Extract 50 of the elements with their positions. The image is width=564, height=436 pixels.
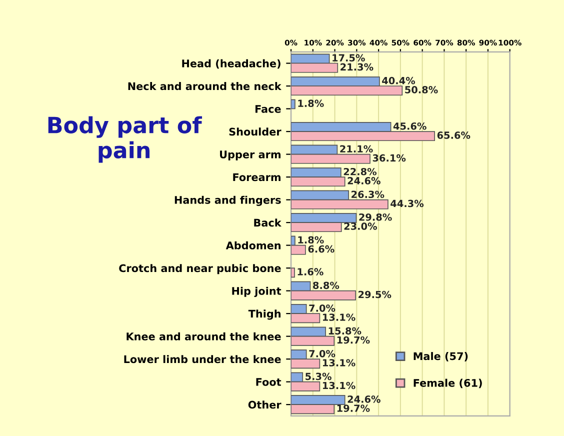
data-label: 1.8% — [298, 100, 324, 108]
y-tick-label: Thigh — [248, 310, 280, 320]
y-tick-label: Other — [248, 400, 282, 409]
data-label: 40.4% — [382, 76, 416, 84]
data-label: 15.8% — [328, 327, 362, 335]
data-label: 7.0% — [309, 350, 336, 358]
y-tick-label: Neck and around the neck — [128, 82, 282, 90]
data-label: 26.3% — [352, 190, 384, 198]
bar — [291, 268, 295, 278]
data-label: 44.3% — [390, 200, 424, 208]
data-label: 22.8% — [344, 168, 377, 176]
y-tick-label: Forearm — [233, 173, 280, 182]
data-label: 19.7% — [337, 336, 370, 344]
data-label: 50.8% — [405, 86, 438, 94]
data-label: 7.0% — [309, 304, 336, 312]
legend-label: Female (61) — [414, 378, 482, 388]
y-tick-label: Lower limb under the knee — [124, 355, 281, 364]
data-label: 6.6% — [308, 245, 334, 253]
y-tick-label: Crotch and near pubic bone — [119, 264, 281, 274]
data-label: 36.1% — [372, 154, 406, 162]
data-label: 21.1% — [340, 145, 373, 153]
y-tick-label: Shoulder — [229, 128, 282, 136]
data-label: 13.1% — [322, 359, 356, 366]
data-label: 1.8% — [298, 236, 324, 244]
y-tick-label: Foot — [256, 378, 282, 386]
data-label: 29.8% — [359, 213, 392, 221]
data-label: 45.6% — [393, 122, 426, 130]
legend-label: Male (57) — [414, 352, 468, 362]
data-label: 17.5% — [332, 54, 365, 62]
data-label: 13.1% — [322, 314, 356, 321]
y-tick-label: Hands and fingers — [174, 196, 281, 206]
y-tick-label: Upper arm — [220, 150, 280, 160]
y-tick-label: Head (headache) — [182, 59, 280, 69]
data-label: 21.3% — [340, 63, 374, 71]
y-tick-label: Knee and around the knee — [126, 332, 281, 340]
data-label: 1.6% — [298, 268, 324, 276]
data-label: 29.5% — [358, 290, 392, 298]
y-tick-label: Hip joint — [232, 286, 282, 298]
data-label: 5.3% — [306, 372, 332, 380]
text: Body part of pain — [48, 116, 202, 163]
data-label: 8.8% — [313, 282, 340, 290]
data-label: 23.0% — [344, 222, 377, 230]
y-tick-label: Abdomen — [226, 241, 280, 250]
y-tick-label: Face — [255, 105, 281, 113]
y-tick-label: Back — [254, 218, 282, 227]
data-label: 24.6% — [348, 177, 380, 184]
data-label: 24.6% — [348, 395, 380, 403]
data-label: 19.7% — [337, 404, 370, 412]
data-label: 65.6% — [437, 132, 470, 139]
data-label: 13.1% — [322, 382, 356, 390]
